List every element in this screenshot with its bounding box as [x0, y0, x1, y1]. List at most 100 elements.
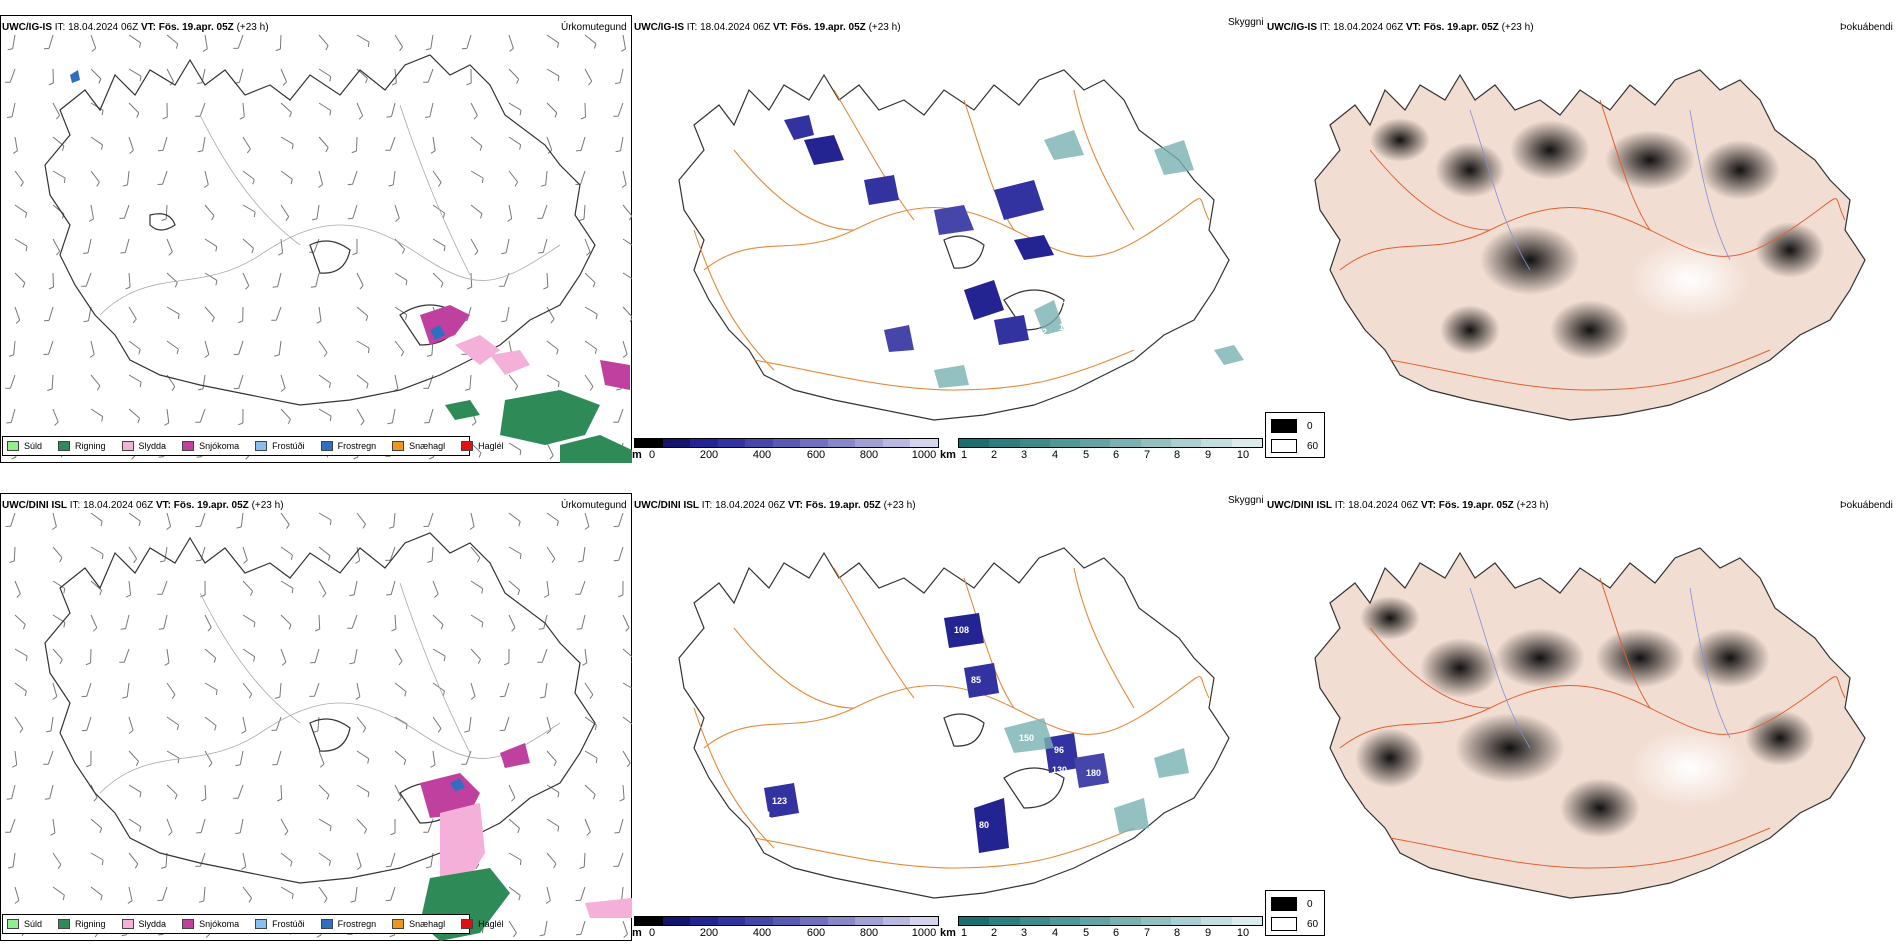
- wind-barb: [242, 546, 248, 561]
- wind-barb: [318, 102, 332, 111]
- wind-barb: [356, 34, 370, 43]
- wind-barb: [128, 750, 139, 762]
- wind-barb-flag: [518, 895, 521, 901]
- wind-barb: [318, 818, 332, 827]
- wind-barb-flag: [511, 627, 516, 632]
- wind-barb-flag: [325, 147, 329, 153]
- wind-barb-flag: [168, 251, 173, 256]
- wind-barb: [622, 204, 632, 217]
- wind-barb: [280, 374, 286, 389]
- roads: [693, 89, 1210, 391]
- wind-barb: [204, 716, 217, 726]
- wind-barb-flag: [122, 696, 128, 699]
- wind-barb: [128, 580, 132, 595]
- wind-barb-flag: [366, 383, 369, 389]
- wind-barb: [508, 614, 516, 628]
- cloud-base-value: 12: [1037, 327, 1047, 337]
- wind-barb-flag: [16, 593, 21, 598]
- wind-barb: [427, 68, 434, 83]
- wind-barb: [432, 204, 445, 214]
- wind-barb-flag: [63, 622, 66, 628]
- wind-barb: [432, 614, 444, 625]
- wind-barb: [314, 682, 320, 697]
- wind-barb-flag: [215, 280, 218, 286]
- wind-barb: [546, 374, 560, 383]
- legend-item-snjokoma: Snjókoma: [182, 919, 239, 929]
- rivers: [1469, 587, 1731, 749]
- wind-barb: [127, 170, 130, 185]
- wind-barb: [356, 784, 370, 793]
- wind-barb: [90, 546, 104, 555]
- wind-barb: [90, 852, 104, 861]
- wind-barb: [318, 614, 321, 630]
- wind-barb-flag: [353, 456, 359, 460]
- wind-barb-flag: [202, 48, 208, 52]
- wind-barb: [356, 818, 367, 830]
- wind-barb-flag: [405, 280, 408, 286]
- wind-barb: [470, 102, 478, 116]
- wind-barb-flag: [514, 385, 519, 391]
- wind-barb: [432, 716, 442, 729]
- wind-barb: [280, 852, 293, 862]
- wind-barb-flag: [478, 452, 482, 458]
- wind-barb: [356, 272, 364, 286]
- wind-barb-flag: [352, 252, 358, 256]
- wind-barb-flag: [476, 557, 481, 563]
- wind-barb: [619, 68, 624, 83]
- wind-barb-flag: [290, 554, 293, 560]
- wind-barb-flag: [280, 388, 286, 392]
- wind-barb-flag: [329, 110, 332, 116]
- wind-barb: [90, 512, 103, 522]
- visibility-label: Skyggni: [1228, 17, 1264, 28]
- wind-barb: [584, 512, 590, 527]
- wind-barb: [280, 68, 288, 83]
- wind-barb-flag: [15, 319, 21, 324]
- wind-barb: [199, 852, 206, 867]
- wind-barb-flag: [592, 282, 596, 288]
- swatch: [121, 441, 134, 451]
- wind-barb-flag: [328, 860, 331, 866]
- legend-item-frostregn: Frostregn: [320, 919, 376, 929]
- wind-barb-flag: [250, 590, 254, 596]
- wind-barb-flag: [277, 252, 283, 256]
- wind-barb: [275, 306, 282, 321]
- swatch-black: [1271, 897, 1297, 911]
- wind-barb: [470, 580, 483, 590]
- wind-barb-flag: [276, 798, 282, 802]
- wind-barb: [622, 34, 626, 49]
- wind-barb: [622, 920, 629, 935]
- wind-barb-flag: [557, 381, 560, 388]
- wind-barb-flag: [285, 216, 290, 222]
- wind-barb: [318, 306, 322, 321]
- wind-barb: [242, 852, 247, 867]
- wind-barb: [394, 340, 405, 353]
- wind-barb-flag: [355, 696, 361, 700]
- wind-barb: [622, 716, 632, 725]
- wind-barb-flag: [349, 662, 355, 665]
- wind-barb: [580, 920, 586, 935]
- wind-barb: [280, 614, 292, 626]
- wind-barb: [432, 136, 436, 151]
- wind-barb: [432, 682, 445, 692]
- wind-barb-flag: [235, 832, 241, 835]
- wind-barb: [165, 852, 168, 868]
- wind-barb-flag: [121, 934, 127, 937]
- precip-type-map-frame: [0, 493, 632, 941]
- wind-barb: [432, 238, 446, 247]
- wind-barb: [128, 306, 137, 320]
- wind-barb-flag: [245, 285, 250, 290]
- wind-barb: [389, 136, 396, 151]
- wind-barb-flag: [205, 933, 211, 938]
- colorbar-m: [634, 438, 939, 448]
- swatch: [320, 441, 333, 451]
- wind-barb-flag: [235, 764, 241, 767]
- wind-barb: [48, 34, 54, 49]
- wind-barb: [546, 818, 560, 828]
- wind-barb: [580, 136, 586, 151]
- wind-barb-flag: [323, 898, 328, 903]
- wind-barb: [470, 204, 483, 215]
- wind-barb-flag: [513, 932, 517, 938]
- wind-barb-flag: [589, 694, 594, 699]
- wind-barb: [13, 340, 16, 355]
- wind-barb-flag: [593, 43, 597, 49]
